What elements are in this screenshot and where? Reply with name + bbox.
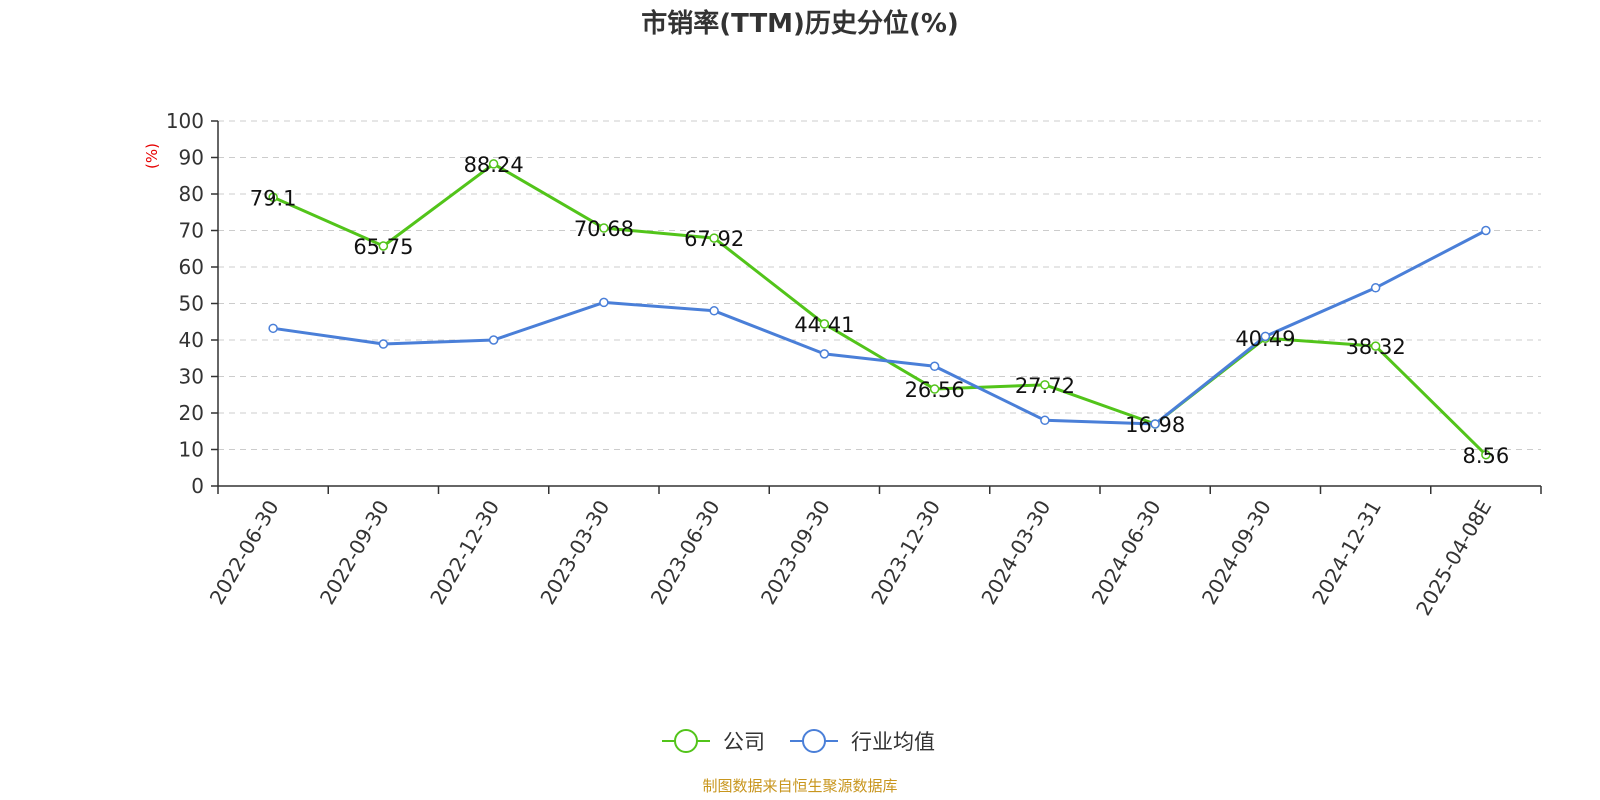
data-label: 70.68: [574, 217, 634, 241]
data-point: [819, 349, 830, 359]
data-point: [1481, 225, 1491, 236]
data-label: 44.41: [794, 313, 854, 337]
y-tick-label: 0: [191, 474, 204, 498]
data-label: 26.56: [905, 378, 965, 402]
data-label: 88.24: [464, 153, 524, 177]
data-point: [268, 192, 278, 203]
y-tick-label: 10: [179, 438, 204, 462]
data-label: 38.32: [1346, 335, 1406, 359]
data-point: [599, 297, 609, 308]
data-point: [268, 323, 278, 334]
y-tick-label: 80: [179, 182, 204, 206]
legend-marker: [802, 729, 826, 753]
data-point: [929, 384, 940, 394]
data-point: [1370, 341, 1381, 351]
y-tick-label: 40: [179, 328, 204, 352]
legend[interactable]: 公司 行业均值: [662, 729, 935, 754]
y-tick-label: 70: [179, 219, 204, 243]
data-point: [709, 233, 719, 243]
legend-item-0[interactable]: 公司: [662, 729, 765, 754]
series-lines: [268, 159, 1491, 460]
series-line-0: [272, 162, 1487, 456]
x-tick-label: 2022-09-30: [315, 496, 394, 609]
x-tick-label: 2023-12-30: [866, 496, 945, 609]
y-tick-label: 20: [179, 401, 204, 425]
x-tick-label: 2024-06-30: [1087, 496, 1166, 609]
data-point: [1040, 415, 1050, 426]
x-tick-label: 2024-03-30: [976, 496, 1055, 609]
axes: 0 10 20 30 40 50 60 70 80 90 100 2022-06-30 2022-09-…: [166, 109, 1542, 620]
chart-title: 市销率(TTM)历史分位(%): [641, 8, 959, 39]
data-point: [819, 319, 830, 329]
legend-label: 行业均值: [851, 730, 935, 754]
series-line-1: [272, 229, 1487, 426]
data-point: [488, 159, 499, 169]
x-tick-label: 2022-06-30: [205, 496, 284, 609]
data-point: [1481, 450, 1491, 460]
y-axis-label: (%): [143, 143, 161, 169]
data-label: 79.1: [250, 186, 297, 210]
data-label: 65.75: [353, 235, 413, 259]
data-label: 40.49: [1235, 327, 1295, 351]
data-label: 16.98: [1125, 413, 1185, 437]
data-label: 67.92: [684, 227, 744, 251]
y-tick-label: 30: [179, 365, 204, 389]
y-tick-label: 50: [179, 292, 204, 316]
data-point: [1150, 419, 1160, 429]
legend-label: 公司: [723, 730, 765, 754]
y-tick-label: 100: [166, 109, 204, 133]
grid-lines: [218, 120, 1541, 450]
data-labels: 79.1 65.75 88.24 70.68 67.92 44.41 26.56 27.72 1…: [250, 153, 1510, 468]
data-point: [599, 223, 609, 233]
x-tick-label: 2022-12-30: [425, 496, 504, 609]
data-point: [929, 361, 940, 372]
data-point: [709, 306, 719, 316]
x-tick-label: 2023-03-30: [535, 496, 614, 609]
data-point: [378, 339, 389, 349]
y-tick-label: 60: [179, 255, 204, 279]
data-point: [1370, 283, 1381, 293]
y-tick-label: 90: [179, 146, 204, 170]
legend-item-1[interactable]: 行业均值: [790, 729, 935, 754]
source-note: 制图数据来自恒生聚源数据库: [702, 777, 897, 795]
data-point: [1040, 380, 1050, 390]
data-point: [488, 335, 499, 345]
legend-marker: [674, 729, 698, 753]
x-tick-label: 2025-04-08E: [1411, 496, 1496, 620]
data-point: [378, 241, 389, 251]
x-tick-label: 2024-12-31: [1307, 496, 1386, 609]
x-tick-label: 2023-06-30: [646, 496, 725, 609]
data-point: [1260, 331, 1271, 342]
x-tick-label: 2023-09-30: [756, 496, 835, 609]
data-label: 8.56: [1462, 444, 1509, 468]
data-label: 27.72: [1015, 374, 1075, 398]
x-tick-label: 2024-09-30: [1197, 496, 1276, 609]
